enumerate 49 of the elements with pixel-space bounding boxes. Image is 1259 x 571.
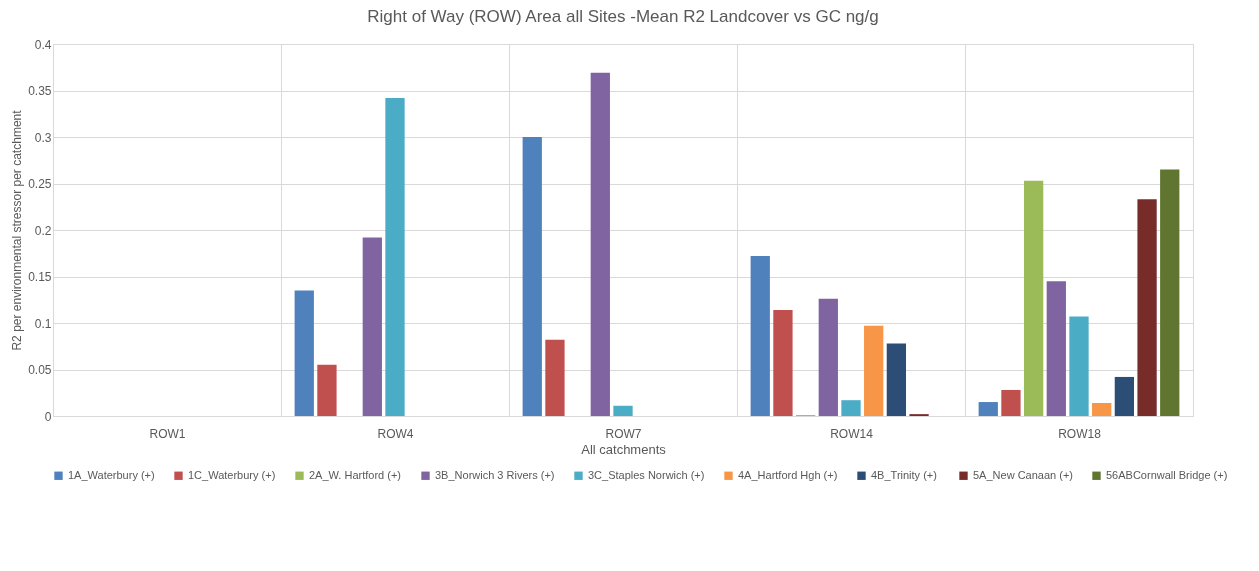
bar bbox=[1069, 316, 1089, 416]
chart-title: Right of Way (ROW) Area all Sites -Mean R2 Landcover vs GC ng/g bbox=[367, 7, 879, 26]
y-tick-label: 0.05 bbox=[28, 363, 52, 377]
bar bbox=[613, 405, 633, 416]
x-axis-title: All catchments bbox=[581, 441, 667, 457]
y-tick-label: 0.4 bbox=[34, 37, 52, 52]
bar bbox=[545, 339, 565, 416]
y-tick-label: 0 bbox=[44, 409, 52, 424]
bar bbox=[818, 298, 838, 416]
legend-label: 4B_Trinity (+) bbox=[871, 468, 937, 481]
bar bbox=[1001, 389, 1021, 416]
legend-label: 5A_New Canaan (+) bbox=[973, 468, 1073, 481]
y-tick-label: 0.3 bbox=[34, 130, 52, 145]
legend-label: 1A_Waterbury (+) bbox=[68, 468, 155, 481]
bar bbox=[294, 290, 314, 416]
legend-label: 1C_Waterbury (+) bbox=[188, 468, 276, 481]
bar bbox=[1092, 402, 1112, 416]
x-tick-label: ROW18 bbox=[1058, 426, 1102, 441]
bar bbox=[886, 343, 907, 416]
bar bbox=[1046, 281, 1066, 416]
bar bbox=[590, 72, 610, 416]
y-tick-label: 0.2 bbox=[34, 223, 52, 238]
y-tick-label: 0.1 bbox=[34, 316, 52, 331]
legend-label: 3B_Norwich 3 Rivers (+) bbox=[435, 468, 555, 481]
y-tick-label: 0.25 bbox=[28, 177, 52, 191]
y-tick-label: 0.15 bbox=[28, 270, 52, 284]
bar bbox=[522, 137, 542, 416]
legend-label: 4A_Hartford Hgh (+) bbox=[738, 468, 838, 481]
legend-label: 3C_Staples Norwich (+) bbox=[588, 468, 705, 481]
bar bbox=[1023, 180, 1044, 416]
bar bbox=[1160, 169, 1180, 416]
x-tick-label: ROW1 bbox=[149, 426, 186, 441]
bar bbox=[773, 309, 793, 416]
y-tick-label: 0.35 bbox=[28, 84, 52, 98]
x-tick-label: ROW7 bbox=[605, 426, 642, 441]
legend-label: 56ABCornwall Bridge (+) bbox=[1106, 468, 1228, 481]
bar bbox=[978, 402, 998, 416]
bar bbox=[317, 364, 337, 416]
bar bbox=[1137, 199, 1157, 416]
bar bbox=[362, 237, 382, 416]
bar bbox=[385, 97, 405, 416]
x-tick-label: ROW14 bbox=[830, 426, 874, 441]
y-axis-title: R2 per environmental stressor per catchment bbox=[10, 109, 25, 351]
bar bbox=[864, 325, 884, 416]
legend-label: 2A_W. Hartford (+) bbox=[309, 468, 402, 481]
bar bbox=[841, 400, 861, 416]
bar bbox=[750, 256, 770, 416]
x-tick-label: ROW4 bbox=[377, 426, 414, 441]
bar bbox=[1114, 376, 1135, 416]
